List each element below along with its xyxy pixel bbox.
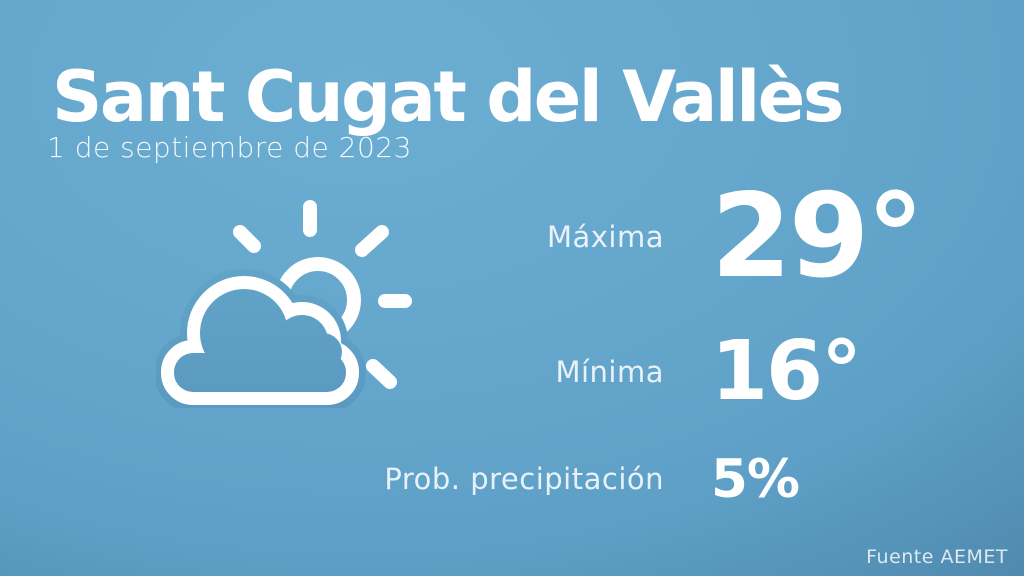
forecast-date: 1 de septiembre de 2023 — [47, 131, 412, 164]
data-source-credit: Fuente AEMET — [866, 546, 1008, 568]
page-title: Sant Cugat del Vallès — [52, 56, 844, 138]
max-temperature-label: Máxima — [546, 220, 664, 254]
precipitation-probability-value: 5% — [711, 448, 800, 510]
precipitation-probability-row: Prob. precipitación 5% — [0, 429, 1024, 529]
min-temperature-value: 16° — [711, 324, 862, 419]
precipitation-probability-label: Prob. precipitación — [384, 462, 664, 496]
min-temperature-row: Mínima 16° — [0, 312, 1024, 432]
sun-behind-cloud-icon — [156, 200, 412, 408]
min-temperature-label: Mínima — [555, 355, 664, 389]
max-temperature-row: Máxima 29° — [0, 172, 1024, 302]
max-temperature-value: 29° — [711, 169, 924, 304]
